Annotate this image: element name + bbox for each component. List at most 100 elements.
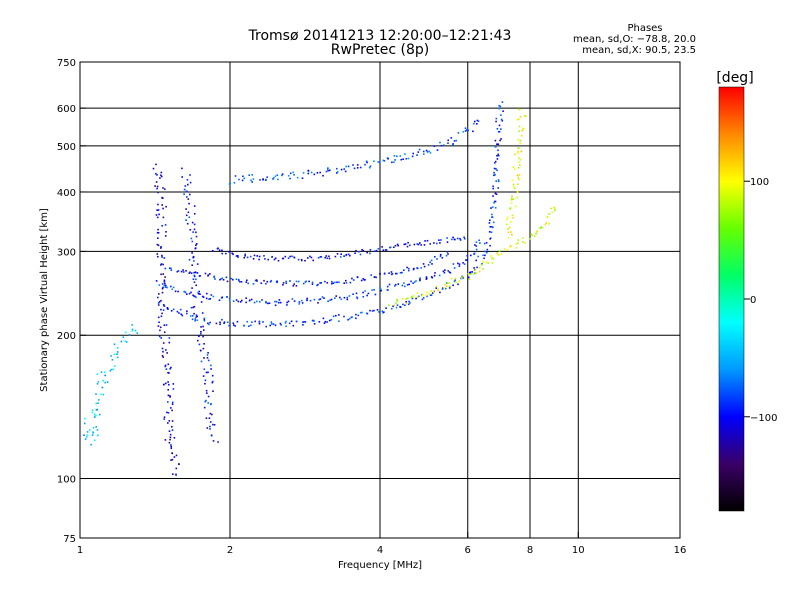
echo-point xyxy=(383,160,386,162)
echo-point xyxy=(513,187,516,190)
echo-point xyxy=(227,321,229,324)
echo-point xyxy=(218,249,221,251)
echo-point xyxy=(431,276,434,279)
echo-point xyxy=(377,248,380,250)
echo-point xyxy=(408,267,410,270)
echo-point xyxy=(362,291,364,294)
echo-point xyxy=(197,292,199,294)
echo-point xyxy=(198,275,201,277)
echo-point xyxy=(180,270,183,273)
echo-point xyxy=(289,177,291,180)
echo-point xyxy=(188,216,191,219)
echo-point xyxy=(160,315,163,318)
echo-point xyxy=(517,147,519,149)
echo-point xyxy=(228,250,230,253)
echo-point xyxy=(416,243,419,245)
echo-point xyxy=(400,158,402,161)
echo-point xyxy=(164,282,166,285)
echo-point xyxy=(254,279,257,282)
echo-point xyxy=(93,416,96,418)
echo-point xyxy=(169,395,171,397)
echo-point xyxy=(493,174,495,177)
echo-point xyxy=(458,280,461,282)
echo-point xyxy=(310,171,313,174)
echo-point xyxy=(369,252,371,255)
echo-point xyxy=(170,310,173,312)
echo-point xyxy=(291,255,293,258)
echo-point xyxy=(479,242,481,244)
echo-point xyxy=(475,241,478,243)
echo-point xyxy=(207,371,209,374)
echo-point xyxy=(430,294,433,296)
echo-point xyxy=(362,296,365,298)
echo-point xyxy=(359,253,362,256)
echo-point xyxy=(452,143,454,145)
echo-point xyxy=(206,357,209,359)
echo-point xyxy=(171,401,174,404)
echo-point xyxy=(511,233,513,236)
echo-point xyxy=(161,291,164,294)
echo-point xyxy=(335,295,337,297)
echo-point xyxy=(193,260,195,262)
echo-point xyxy=(237,255,239,257)
echo-point xyxy=(346,296,349,299)
echo-point xyxy=(364,279,366,281)
echo-trace xyxy=(169,251,449,287)
echo-point xyxy=(507,236,510,239)
echo-point xyxy=(213,275,216,278)
echo-point xyxy=(426,239,429,242)
echo-point xyxy=(196,315,198,318)
echo-point xyxy=(156,231,159,234)
echo-point xyxy=(403,269,405,271)
echo-point xyxy=(370,274,372,276)
echo-point xyxy=(484,254,486,257)
echo-point xyxy=(166,286,168,289)
echo-point xyxy=(193,312,195,315)
echo-point xyxy=(520,150,523,153)
echo-point xyxy=(202,325,204,328)
echo-point xyxy=(490,255,492,257)
echo-point xyxy=(116,347,119,349)
echo-point xyxy=(169,396,171,398)
echo-point xyxy=(155,280,158,282)
echo-point xyxy=(500,253,503,255)
echo-point xyxy=(515,243,518,245)
echo-point xyxy=(229,299,231,302)
echo-point xyxy=(319,256,322,258)
echo-point xyxy=(339,296,341,299)
echo-point xyxy=(206,292,208,295)
echo-point xyxy=(288,322,291,325)
echo-point xyxy=(494,173,496,176)
echo-point xyxy=(405,158,408,160)
echo-point xyxy=(219,278,222,280)
echo-point xyxy=(170,269,173,271)
echo-point xyxy=(324,320,327,323)
echo-point xyxy=(447,139,449,142)
echo-point xyxy=(189,229,192,231)
echo-point xyxy=(157,304,160,306)
echo-point xyxy=(533,235,536,237)
echo-point xyxy=(163,257,166,259)
echo-point xyxy=(188,272,191,274)
echo-point xyxy=(203,406,206,409)
echo-point xyxy=(157,228,159,231)
echo-point xyxy=(230,277,233,280)
echo-point xyxy=(453,140,456,142)
echo-point xyxy=(161,254,163,257)
echo-point xyxy=(510,202,513,204)
echo-point xyxy=(494,200,497,203)
echo-point xyxy=(178,312,180,314)
echo-point xyxy=(509,246,511,248)
echo-point xyxy=(391,161,393,164)
echo-point xyxy=(416,292,419,295)
echo-point xyxy=(185,214,188,217)
echo-point xyxy=(419,278,421,281)
echo-point xyxy=(312,259,314,262)
echo-point xyxy=(131,324,133,326)
echo-point xyxy=(517,166,520,169)
x-tick-label: 4 xyxy=(377,545,383,556)
echo-point xyxy=(210,294,213,296)
echo-point xyxy=(473,267,475,269)
echo-point xyxy=(282,284,284,286)
echo-point xyxy=(92,426,95,429)
